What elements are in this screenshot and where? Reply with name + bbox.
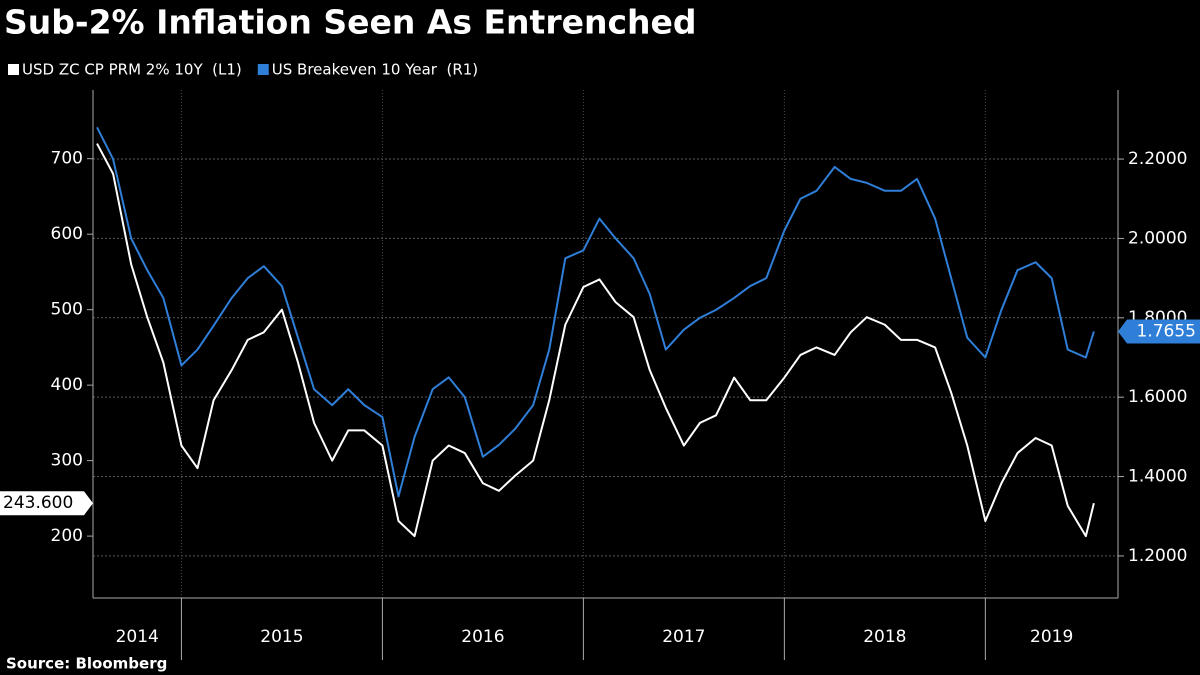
legend-swatch [257,64,269,75]
x-tick-label: 2014 [116,627,159,647]
value-tag [1118,319,1200,344]
line-series [96,143,1095,538]
y2-tick-label: 1.4000 [1128,467,1187,487]
value-tag [0,491,93,516]
y-tick-label: 500 [51,300,83,320]
y2-tick-label: 2.2000 [1128,149,1187,169]
y-tick-label: 400 [51,375,83,395]
value-tag-label: 1.7655 [1137,321,1196,341]
x-tick-label: 2019 [1030,627,1073,647]
y-tick-label: 300 [51,451,83,471]
legend-swatch [8,64,19,75]
y-tick-label: 600 [51,224,83,244]
y-tick-label: 700 [51,149,83,169]
x-tick-label: 2018 [863,627,906,647]
value-tag-label: 243.600 [3,493,73,513]
source: Source: Bloomberg [6,655,167,673]
chart-title: Sub-2% Inflation Seen As Entrenched [4,3,697,42]
x-tick-label: 2017 [662,627,705,647]
line-series [96,126,1095,498]
y-tick-label: 200 [51,526,83,546]
legend-label: US Breakeven 10 Year (R1) [272,61,478,79]
y2-tick-label: 1.6000 [1128,387,1187,407]
y2-tick-label: 2.0000 [1128,228,1187,248]
y2-tick-label: 1.2000 [1128,546,1187,566]
legend-label: USD ZC CP PRM 2% 10Y (L1) [22,61,242,79]
x-tick-label: 2015 [260,627,303,647]
x-tick-label: 2016 [461,627,504,647]
